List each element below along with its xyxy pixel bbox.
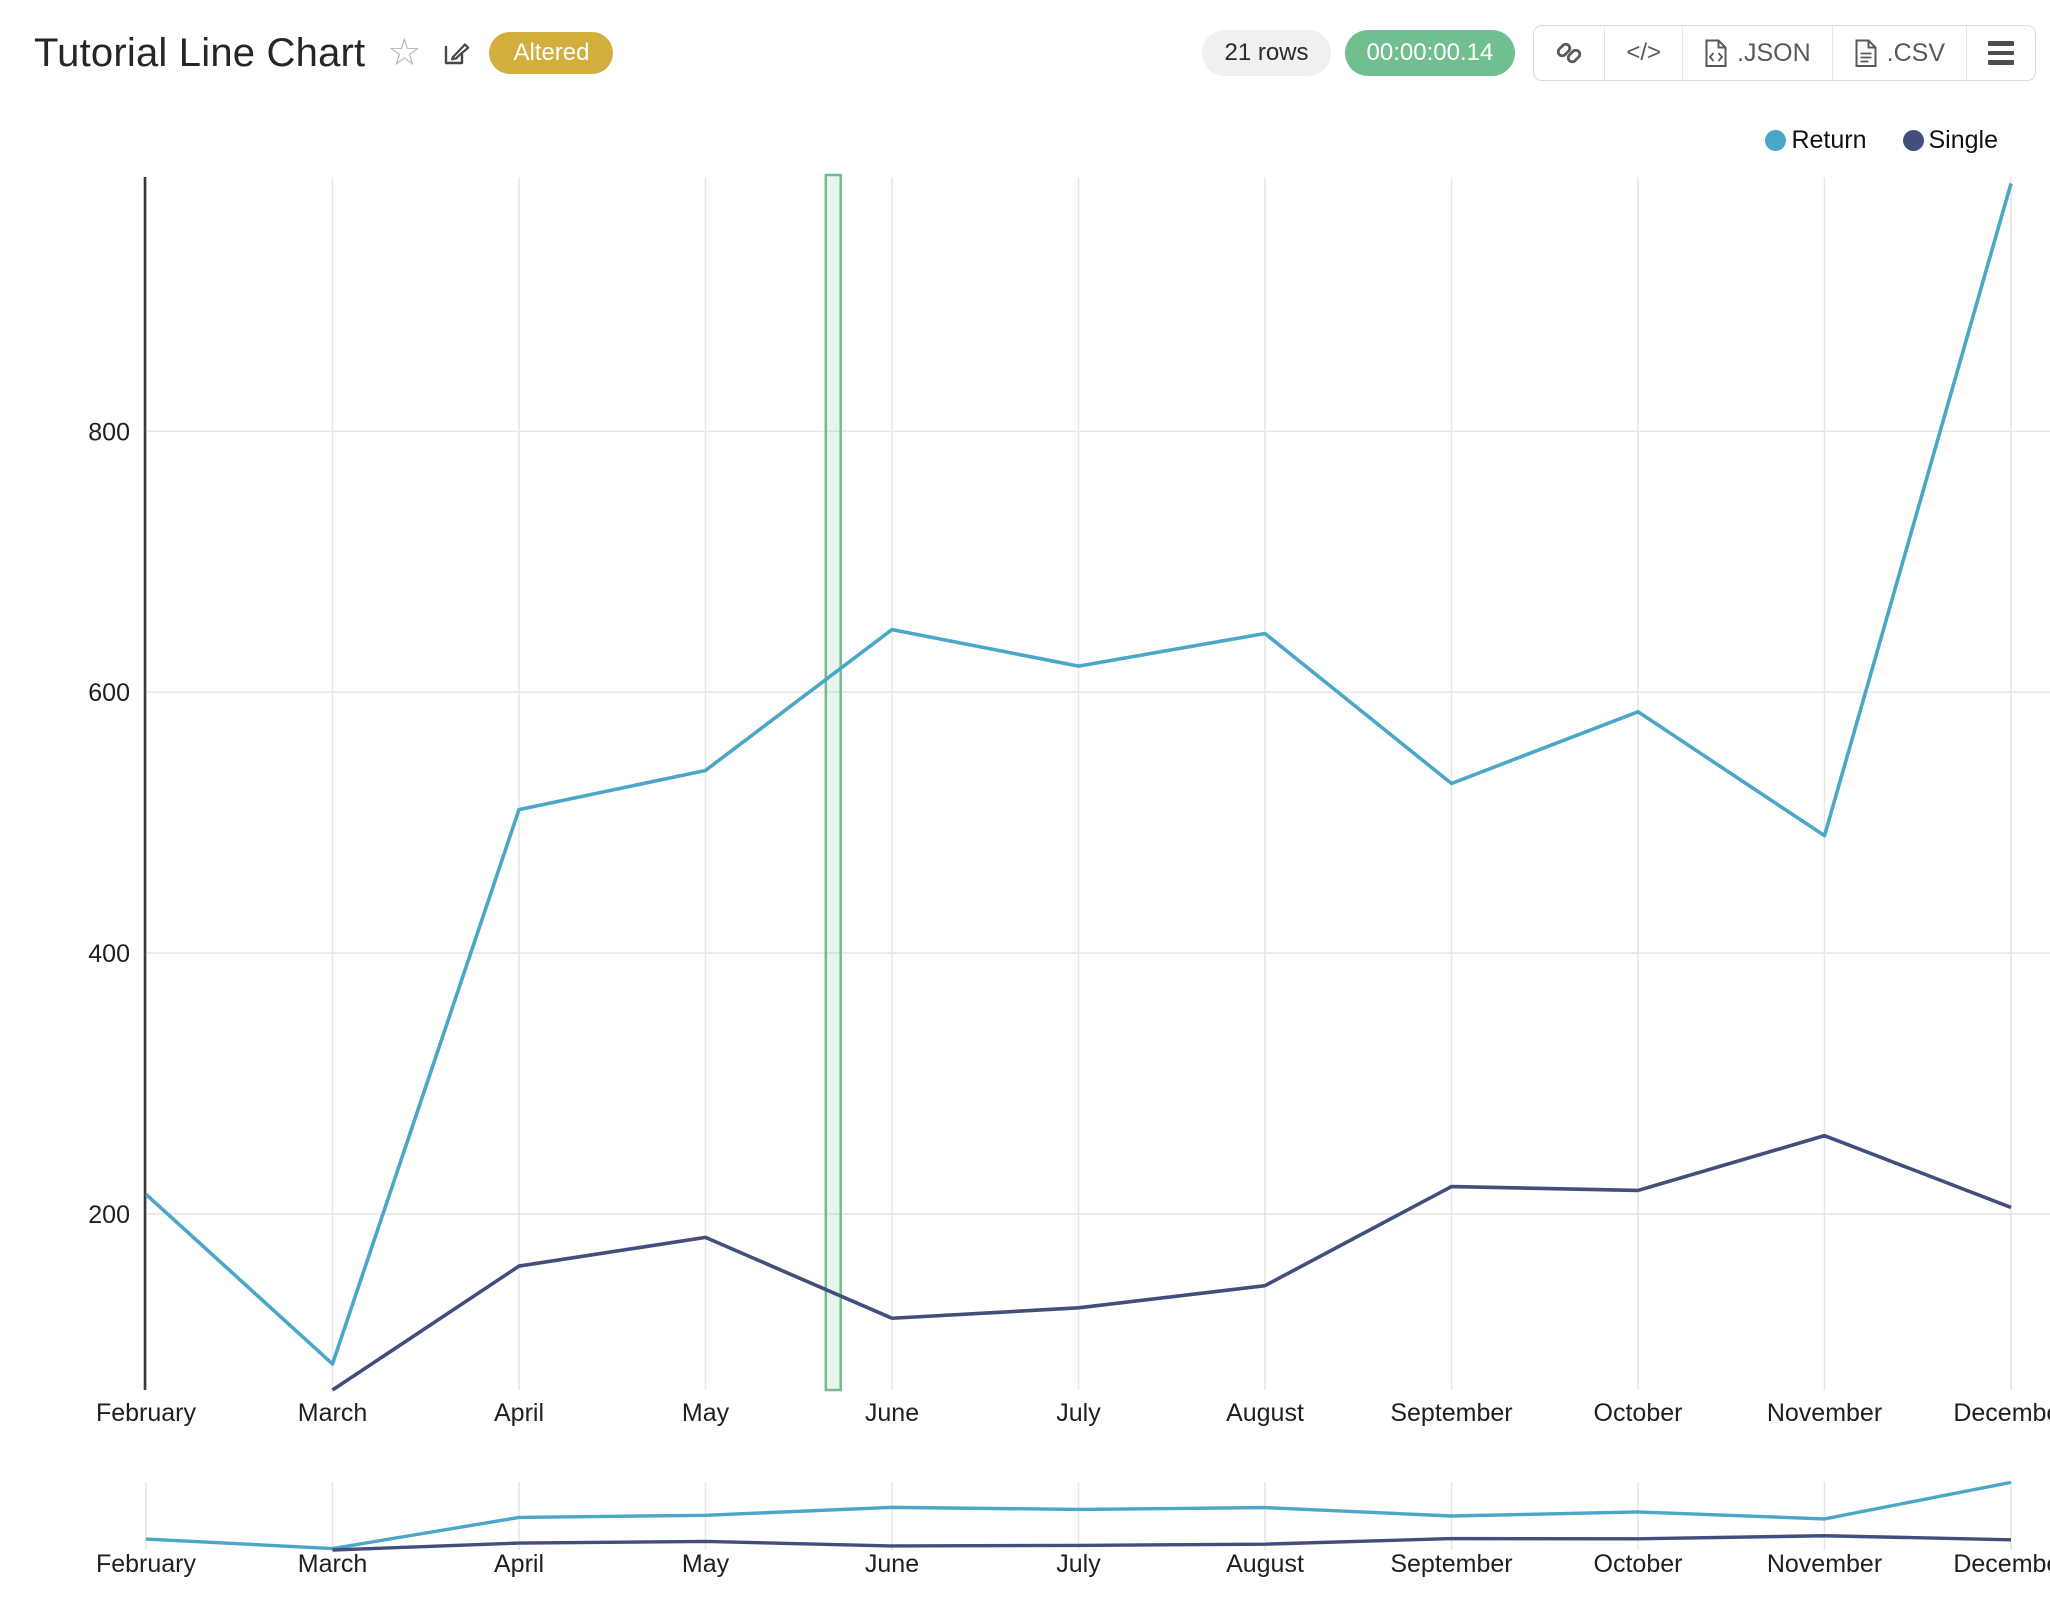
- x-tick-label: December: [1953, 1399, 2050, 1427]
- menu-button[interactable]: [1966, 26, 2035, 80]
- y-tick-label: 600: [88, 679, 130, 707]
- x-tick-label: September: [1390, 1399, 1512, 1427]
- csv-label: .CSV: [1886, 38, 1945, 67]
- x-tick-label: March: [298, 1399, 367, 1427]
- rangeslider-tick-label: December: [1953, 1550, 2050, 1578]
- legend-swatch: [1765, 130, 1787, 151]
- rangeslider-tick-label: November: [1767, 1550, 1882, 1578]
- y-tick-label: 200: [88, 1201, 130, 1229]
- selection-band: [824, 173, 842, 1392]
- x-tick-label: August: [1226, 1399, 1304, 1427]
- rangeslider-tick-label: September: [1390, 1550, 1512, 1578]
- export-button-group: </> .JSON .CSV: [1533, 25, 2036, 81]
- return-line-mini: [145, 1480, 2012, 1551]
- x-tick-label: February: [96, 1399, 197, 1427]
- range-slider[interactable]: [145, 1476, 2050, 1556]
- toolbar: 21 rows 00:00:00.14 </>: [1202, 25, 2036, 81]
- y-tick-label: 400: [88, 940, 130, 968]
- x-tick-label: April: [494, 1399, 544, 1427]
- favorite-star-icon[interactable]: ☆: [387, 32, 422, 74]
- embed-button[interactable]: </>: [1604, 26, 1683, 80]
- legend-label: Return: [1791, 126, 1867, 154]
- edit-icon: [445, 43, 470, 65]
- menu-icon: [1988, 41, 2014, 65]
- return-line: [144, 183, 2013, 1366]
- x-tick-label: May: [682, 1399, 730, 1427]
- page-title: Tutorial Line Chart: [34, 30, 366, 75]
- json-label: .JSON: [1737, 38, 1811, 67]
- rangeslider-tick-label: April: [494, 1550, 544, 1578]
- legend-item-single[interactable]: Single: [1902, 126, 1999, 155]
- edit-name-button[interactable]: [439, 37, 471, 69]
- x-tick-label: July: [1056, 1399, 1101, 1427]
- plot-area[interactable]: [145, 177, 2050, 1390]
- rangeslider-tick-label: March: [298, 1550, 367, 1578]
- single-line-mini: [332, 1534, 2012, 1552]
- chart-legend: Return Single: [1765, 126, 1998, 155]
- rangeslider-tick-label: February: [96, 1550, 197, 1578]
- x-tick-label: June: [865, 1399, 919, 1427]
- rows-count-badge: 21 rows: [1202, 30, 1331, 76]
- copy-link-button[interactable]: [1534, 26, 1605, 80]
- rangeslider-tick-label: October: [1594, 1550, 1683, 1578]
- csv-file-icon: [1855, 39, 1877, 67]
- json-file-icon: [1705, 39, 1727, 67]
- status-badge: Altered: [489, 32, 614, 74]
- x-tick-label: November: [1767, 1399, 1882, 1427]
- legend-item-return[interactable]: Return: [1765, 126, 1867, 155]
- rangeslider-tick-label: June: [865, 1550, 919, 1578]
- runtime-badge: 00:00:00.14: [1344, 30, 1516, 76]
- download-json-button[interactable]: .JSON: [1682, 26, 1832, 80]
- rangeslider-tick-label: May: [682, 1550, 730, 1578]
- x-tick-label: October: [1594, 1399, 1683, 1427]
- header: Tutorial Line Chart ☆ Altered 21 rows 00…: [0, 0, 2050, 92]
- download-csv-button[interactable]: .CSV: [1831, 26, 1966, 80]
- link-icon: [1557, 42, 1582, 64]
- y-tick-label: 800: [88, 418, 130, 446]
- legend-swatch: [1902, 130, 1924, 151]
- code-icon: </>: [1626, 39, 1662, 66]
- rangeslider-tick-label: August: [1226, 1550, 1304, 1578]
- single-line: [331, 1133, 2012, 1392]
- legend-label: Single: [1928, 126, 1999, 154]
- rangeslider-tick-label: July: [1056, 1550, 1101, 1578]
